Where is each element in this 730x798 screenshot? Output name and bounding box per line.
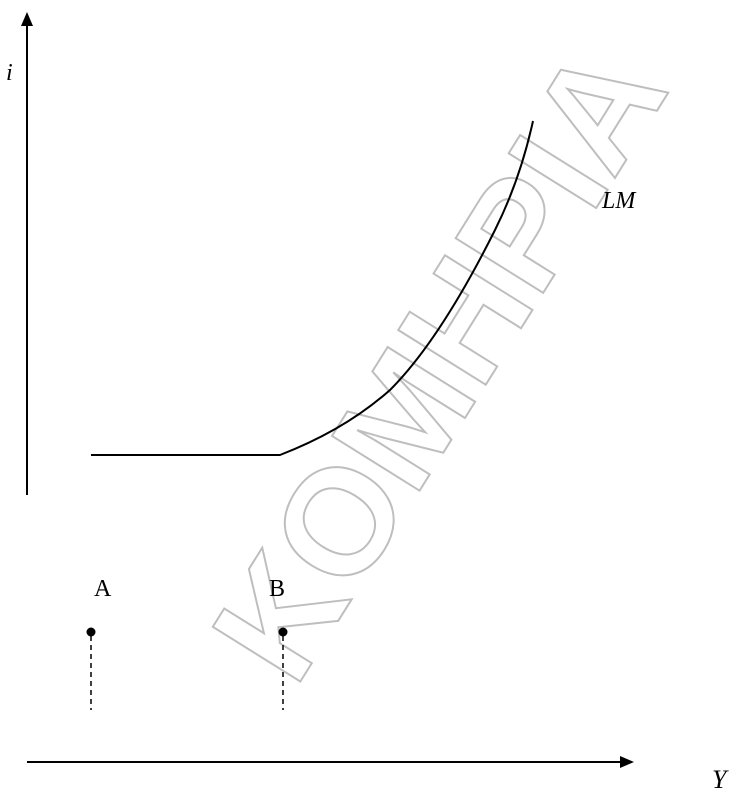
lm-curve <box>91 120 534 456</box>
watermark: KOMHPIA <box>179 16 699 708</box>
point-b-label: B <box>269 576 285 602</box>
point-a-label: A <box>94 576 112 602</box>
point-a-marker <box>86 627 96 637</box>
x-axis-label: Y <box>712 765 729 794</box>
y-axis-label: i <box>6 60 13 86</box>
lm-curve-label: LM <box>601 188 637 214</box>
watermark-text: KOMHPIA <box>180 17 698 707</box>
point-b-marker <box>278 627 288 637</box>
